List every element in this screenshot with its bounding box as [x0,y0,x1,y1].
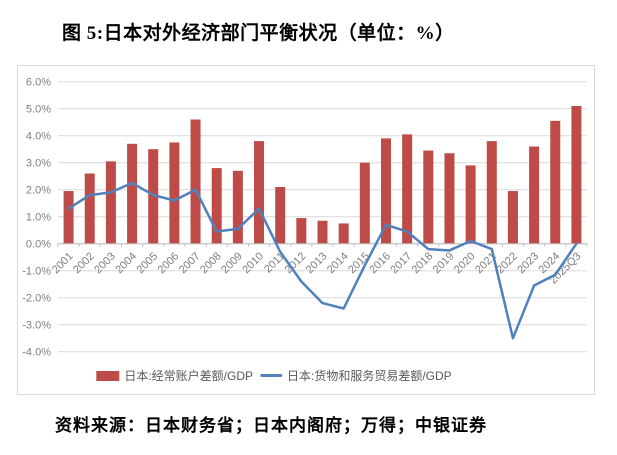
x-axis-label: 2017 [388,250,414,276]
bar-2004 [127,143,138,244]
y-axis-label: -4.0% [22,347,51,359]
page-title: 图 5:日本对外经济部门平衡状况（单位：%） [62,23,455,44]
y-axis-label: 0.0% [26,239,51,251]
bar-2009 [232,170,243,244]
bar-2017 [402,134,413,244]
bar-2023 [529,146,540,244]
bar-2001 [63,191,74,244]
y-axis-label: 3.0% [26,158,51,170]
y-axis-label: 5.0% [26,104,51,116]
x-axis-label: 2015 [346,250,372,276]
bar-2003 [105,161,116,244]
bar-2016 [380,138,391,244]
bar-2005 [148,149,159,244]
bar-2011 [275,187,286,244]
chart-area: 6.0% 5.0% 4.0% 3.0% 2.0% 1.0% 0.0% -1.0% -2.0% -3… [17,65,595,395]
bar-2012 [296,218,307,244]
bar-2025Q3 [571,106,582,244]
bar-2022 [507,191,518,244]
legend-item-trade-balance: 日本:货物和服务贸易差额/GDP [260,367,452,384]
x-axis-label: 2003 [92,250,118,276]
x-axis-label: 2011 [262,250,287,275]
x-axis-label: 2008 [198,250,224,276]
x-axis-label: 2019 [431,250,457,276]
x-axis-label: 2001 [50,250,76,276]
y-axis-label: -3.0% [22,320,51,332]
bar-2013 [317,220,328,244]
source-note: 资料来源：日本财务省；日本内阁府；万得；中银证券 [55,416,487,435]
y-axis-label: -2.0% [22,293,51,305]
bar-2019 [444,153,455,244]
legend-bar-swatch [96,370,120,381]
bar-2007 [190,119,201,244]
y-axis-label: 4.0% [26,131,51,143]
x-axis-label: 2002 [71,250,97,276]
trade-balance-line [67,181,578,340]
x-axis-label: 2013 [304,250,330,276]
x-axis-label: 2005 [135,250,161,276]
bar-2021 [486,141,497,244]
x-axis-label: 2009 [219,250,245,276]
x-axis-label: 2010 [240,250,266,276]
chart-legend: 日本:经常账户差额/GDP 日本:货物和服务贸易差额/GDP [96,367,452,384]
x-axis-label: 2006 [156,250,182,276]
x-axis-label: 2020 [452,250,478,276]
y-axis-label: 1.0% [26,212,51,224]
bar-2002 [84,173,95,244]
bar-2008 [211,168,222,244]
y-axis-label: 6.0% [26,77,51,89]
y-axis-label: -1.0% [22,266,51,278]
legend-item-current-account: 日本:经常账户差额/GDP [96,367,253,384]
bar-2015 [359,162,370,244]
bar-2014 [338,223,349,244]
legend-label-current-account: 日本:经常账户差额/GDP [124,369,253,383]
balance-chart: 6.0% 5.0% 4.0% 3.0% 2.0% 1.0% 0.0% -1.0% -2.0% -3… [22,77,588,359]
bar-2018 [423,150,434,244]
legend-line-swatch [260,374,282,377]
y-axis-label: 2.0% [26,185,51,197]
x-axis-label: 2007 [177,250,203,276]
x-axis-label: 2004 [113,250,139,276]
bar-2006 [169,142,180,244]
x-axis-label: 2023 [515,250,541,276]
bar-2024 [550,120,561,244]
legend-label-trade-balance: 日本:货物和服务贸易差额/GDP [287,369,452,383]
x-axis-label: 2014 [325,250,351,276]
bar-2020 [465,165,476,244]
bar-2010 [254,141,265,244]
x-axis-label: 2018 [410,250,436,276]
